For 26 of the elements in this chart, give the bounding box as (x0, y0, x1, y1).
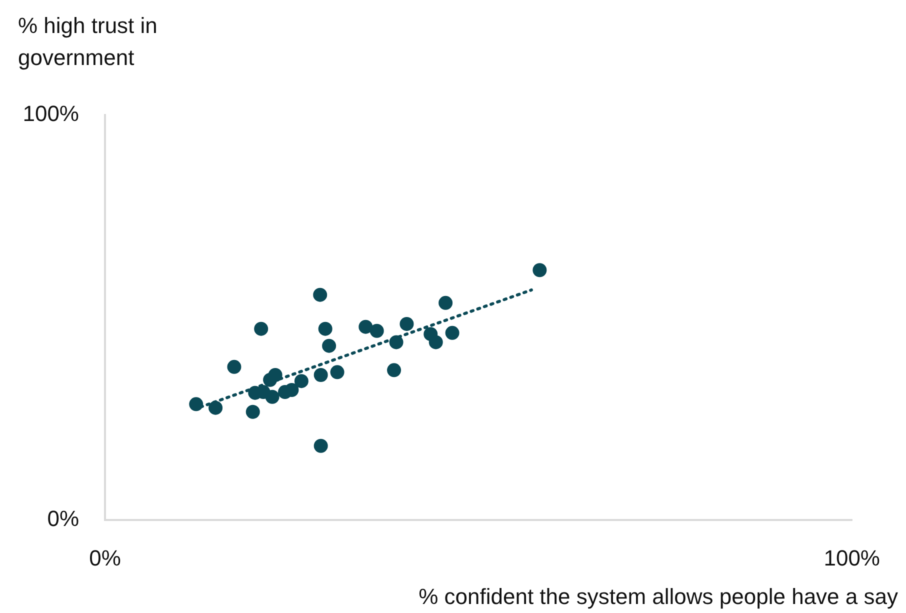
point (254, 322, 268, 336)
point (265, 390, 280, 404)
point (532, 263, 547, 278)
point (445, 326, 460, 340)
point (313, 288, 328, 302)
point (358, 320, 373, 334)
point (314, 438, 328, 453)
point (294, 374, 308, 388)
point (314, 368, 328, 382)
x-axis-title: % confident the system allows people have a say (418, 584, 898, 610)
point (189, 397, 204, 412)
y-axis-title: % high trust in government (18, 12, 158, 72)
point (400, 316, 414, 331)
point (284, 382, 299, 397)
point (208, 400, 223, 415)
point (428, 335, 443, 350)
point (438, 296, 453, 310)
point (322, 338, 336, 353)
point (246, 404, 260, 419)
point (387, 363, 402, 378)
point (268, 368, 282, 382)
point (227, 360, 242, 374)
point (370, 324, 384, 338)
point (318, 322, 332, 336)
point (330, 365, 344, 380)
point (389, 335, 404, 350)
